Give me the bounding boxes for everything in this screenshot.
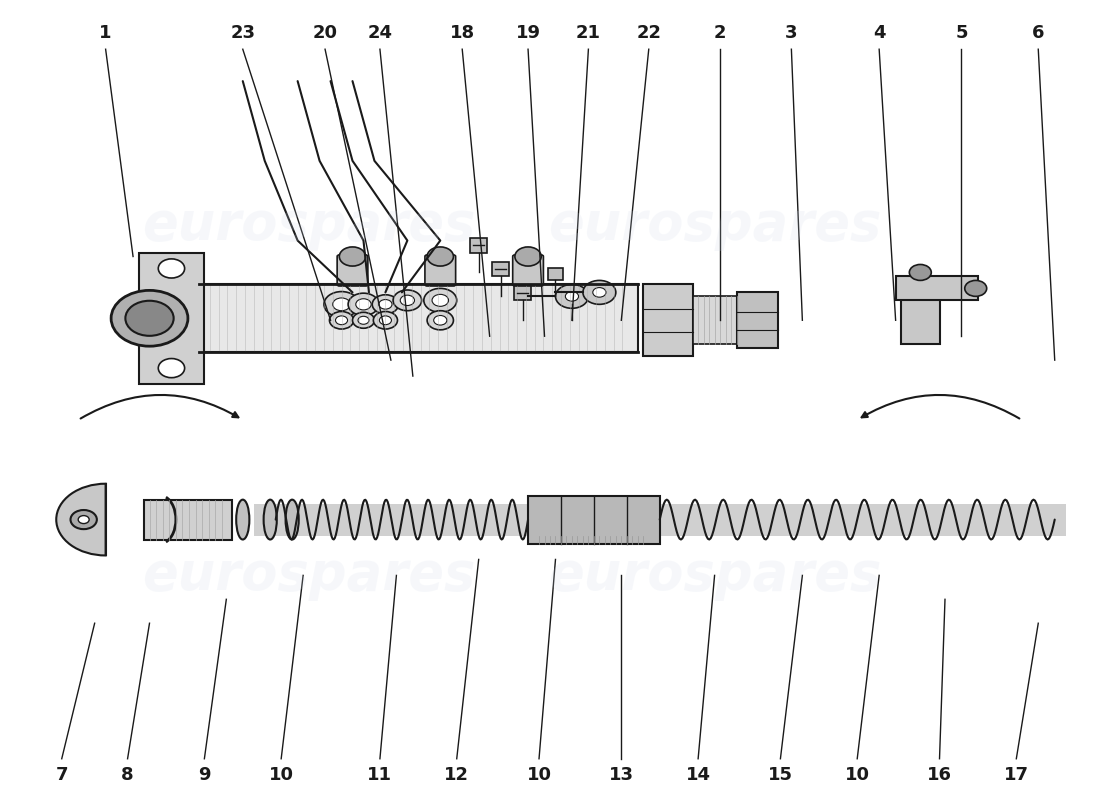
Circle shape xyxy=(565,291,579,301)
Circle shape xyxy=(393,290,421,310)
Circle shape xyxy=(427,310,453,330)
Text: 24: 24 xyxy=(367,24,393,42)
Text: 6: 6 xyxy=(1032,24,1045,42)
Circle shape xyxy=(583,281,616,304)
Text: 11: 11 xyxy=(367,766,393,784)
Text: 12: 12 xyxy=(444,766,470,784)
Text: 3: 3 xyxy=(785,24,798,42)
Circle shape xyxy=(372,294,398,314)
Text: eurospares: eurospares xyxy=(142,550,475,602)
Ellipse shape xyxy=(236,500,250,539)
Text: 9: 9 xyxy=(198,766,210,784)
Text: 18: 18 xyxy=(450,24,475,42)
Circle shape xyxy=(378,299,392,309)
Text: eurospares: eurospares xyxy=(548,550,881,602)
Text: 23: 23 xyxy=(230,24,255,42)
Text: 22: 22 xyxy=(636,24,661,42)
Circle shape xyxy=(965,281,987,296)
Text: 7: 7 xyxy=(55,766,68,784)
Circle shape xyxy=(330,311,353,329)
Text: 15: 15 xyxy=(768,766,793,784)
Circle shape xyxy=(324,291,359,317)
Text: 5: 5 xyxy=(955,24,968,42)
Bar xyxy=(144,500,232,539)
Text: 8: 8 xyxy=(121,766,134,784)
Bar xyxy=(254,504,1066,535)
Text: 1: 1 xyxy=(99,24,112,42)
Circle shape xyxy=(910,265,932,281)
Bar xyxy=(693,296,737,344)
Text: eurospares: eurospares xyxy=(142,198,475,250)
Circle shape xyxy=(125,301,174,336)
Text: 13: 13 xyxy=(608,766,634,784)
Bar xyxy=(139,253,205,384)
Text: 10: 10 xyxy=(527,766,551,784)
Bar xyxy=(644,285,693,356)
Circle shape xyxy=(358,316,368,324)
Bar xyxy=(895,277,978,300)
Circle shape xyxy=(348,293,378,315)
Circle shape xyxy=(158,259,185,278)
FancyBboxPatch shape xyxy=(425,255,455,286)
Circle shape xyxy=(432,294,449,306)
FancyBboxPatch shape xyxy=(337,255,367,286)
Text: 20: 20 xyxy=(312,24,338,42)
Ellipse shape xyxy=(286,500,299,539)
Circle shape xyxy=(433,315,447,325)
Circle shape xyxy=(339,247,365,266)
Ellipse shape xyxy=(264,500,277,539)
Circle shape xyxy=(70,510,97,529)
Text: 19: 19 xyxy=(516,24,540,42)
Text: 17: 17 xyxy=(1004,766,1028,784)
Text: 4: 4 xyxy=(873,24,886,42)
Circle shape xyxy=(424,288,456,312)
Text: eurospares: eurospares xyxy=(548,198,881,250)
Circle shape xyxy=(373,311,397,329)
Text: 10: 10 xyxy=(845,766,870,784)
FancyBboxPatch shape xyxy=(513,255,543,286)
Wedge shape xyxy=(56,484,106,555)
Text: 10: 10 xyxy=(268,766,294,784)
Circle shape xyxy=(379,316,392,325)
Circle shape xyxy=(158,358,185,378)
Circle shape xyxy=(336,316,348,325)
Circle shape xyxy=(352,312,374,328)
Bar xyxy=(492,262,509,277)
Text: 21: 21 xyxy=(576,24,601,42)
Text: 16: 16 xyxy=(927,766,952,784)
Bar xyxy=(528,496,660,543)
Circle shape xyxy=(593,287,606,297)
Bar xyxy=(737,292,778,348)
Circle shape xyxy=(400,295,415,306)
Circle shape xyxy=(515,247,541,266)
Circle shape xyxy=(556,285,588,308)
Bar xyxy=(199,285,638,352)
Circle shape xyxy=(78,515,89,523)
Text: 2: 2 xyxy=(714,24,726,42)
Text: 14: 14 xyxy=(685,766,711,784)
Bar xyxy=(470,238,487,253)
Bar xyxy=(564,291,580,304)
Bar xyxy=(548,268,563,281)
Bar xyxy=(514,286,531,300)
Circle shape xyxy=(111,290,188,346)
Bar xyxy=(901,288,939,344)
Circle shape xyxy=(332,298,350,310)
Circle shape xyxy=(355,298,371,310)
Circle shape xyxy=(427,247,453,266)
